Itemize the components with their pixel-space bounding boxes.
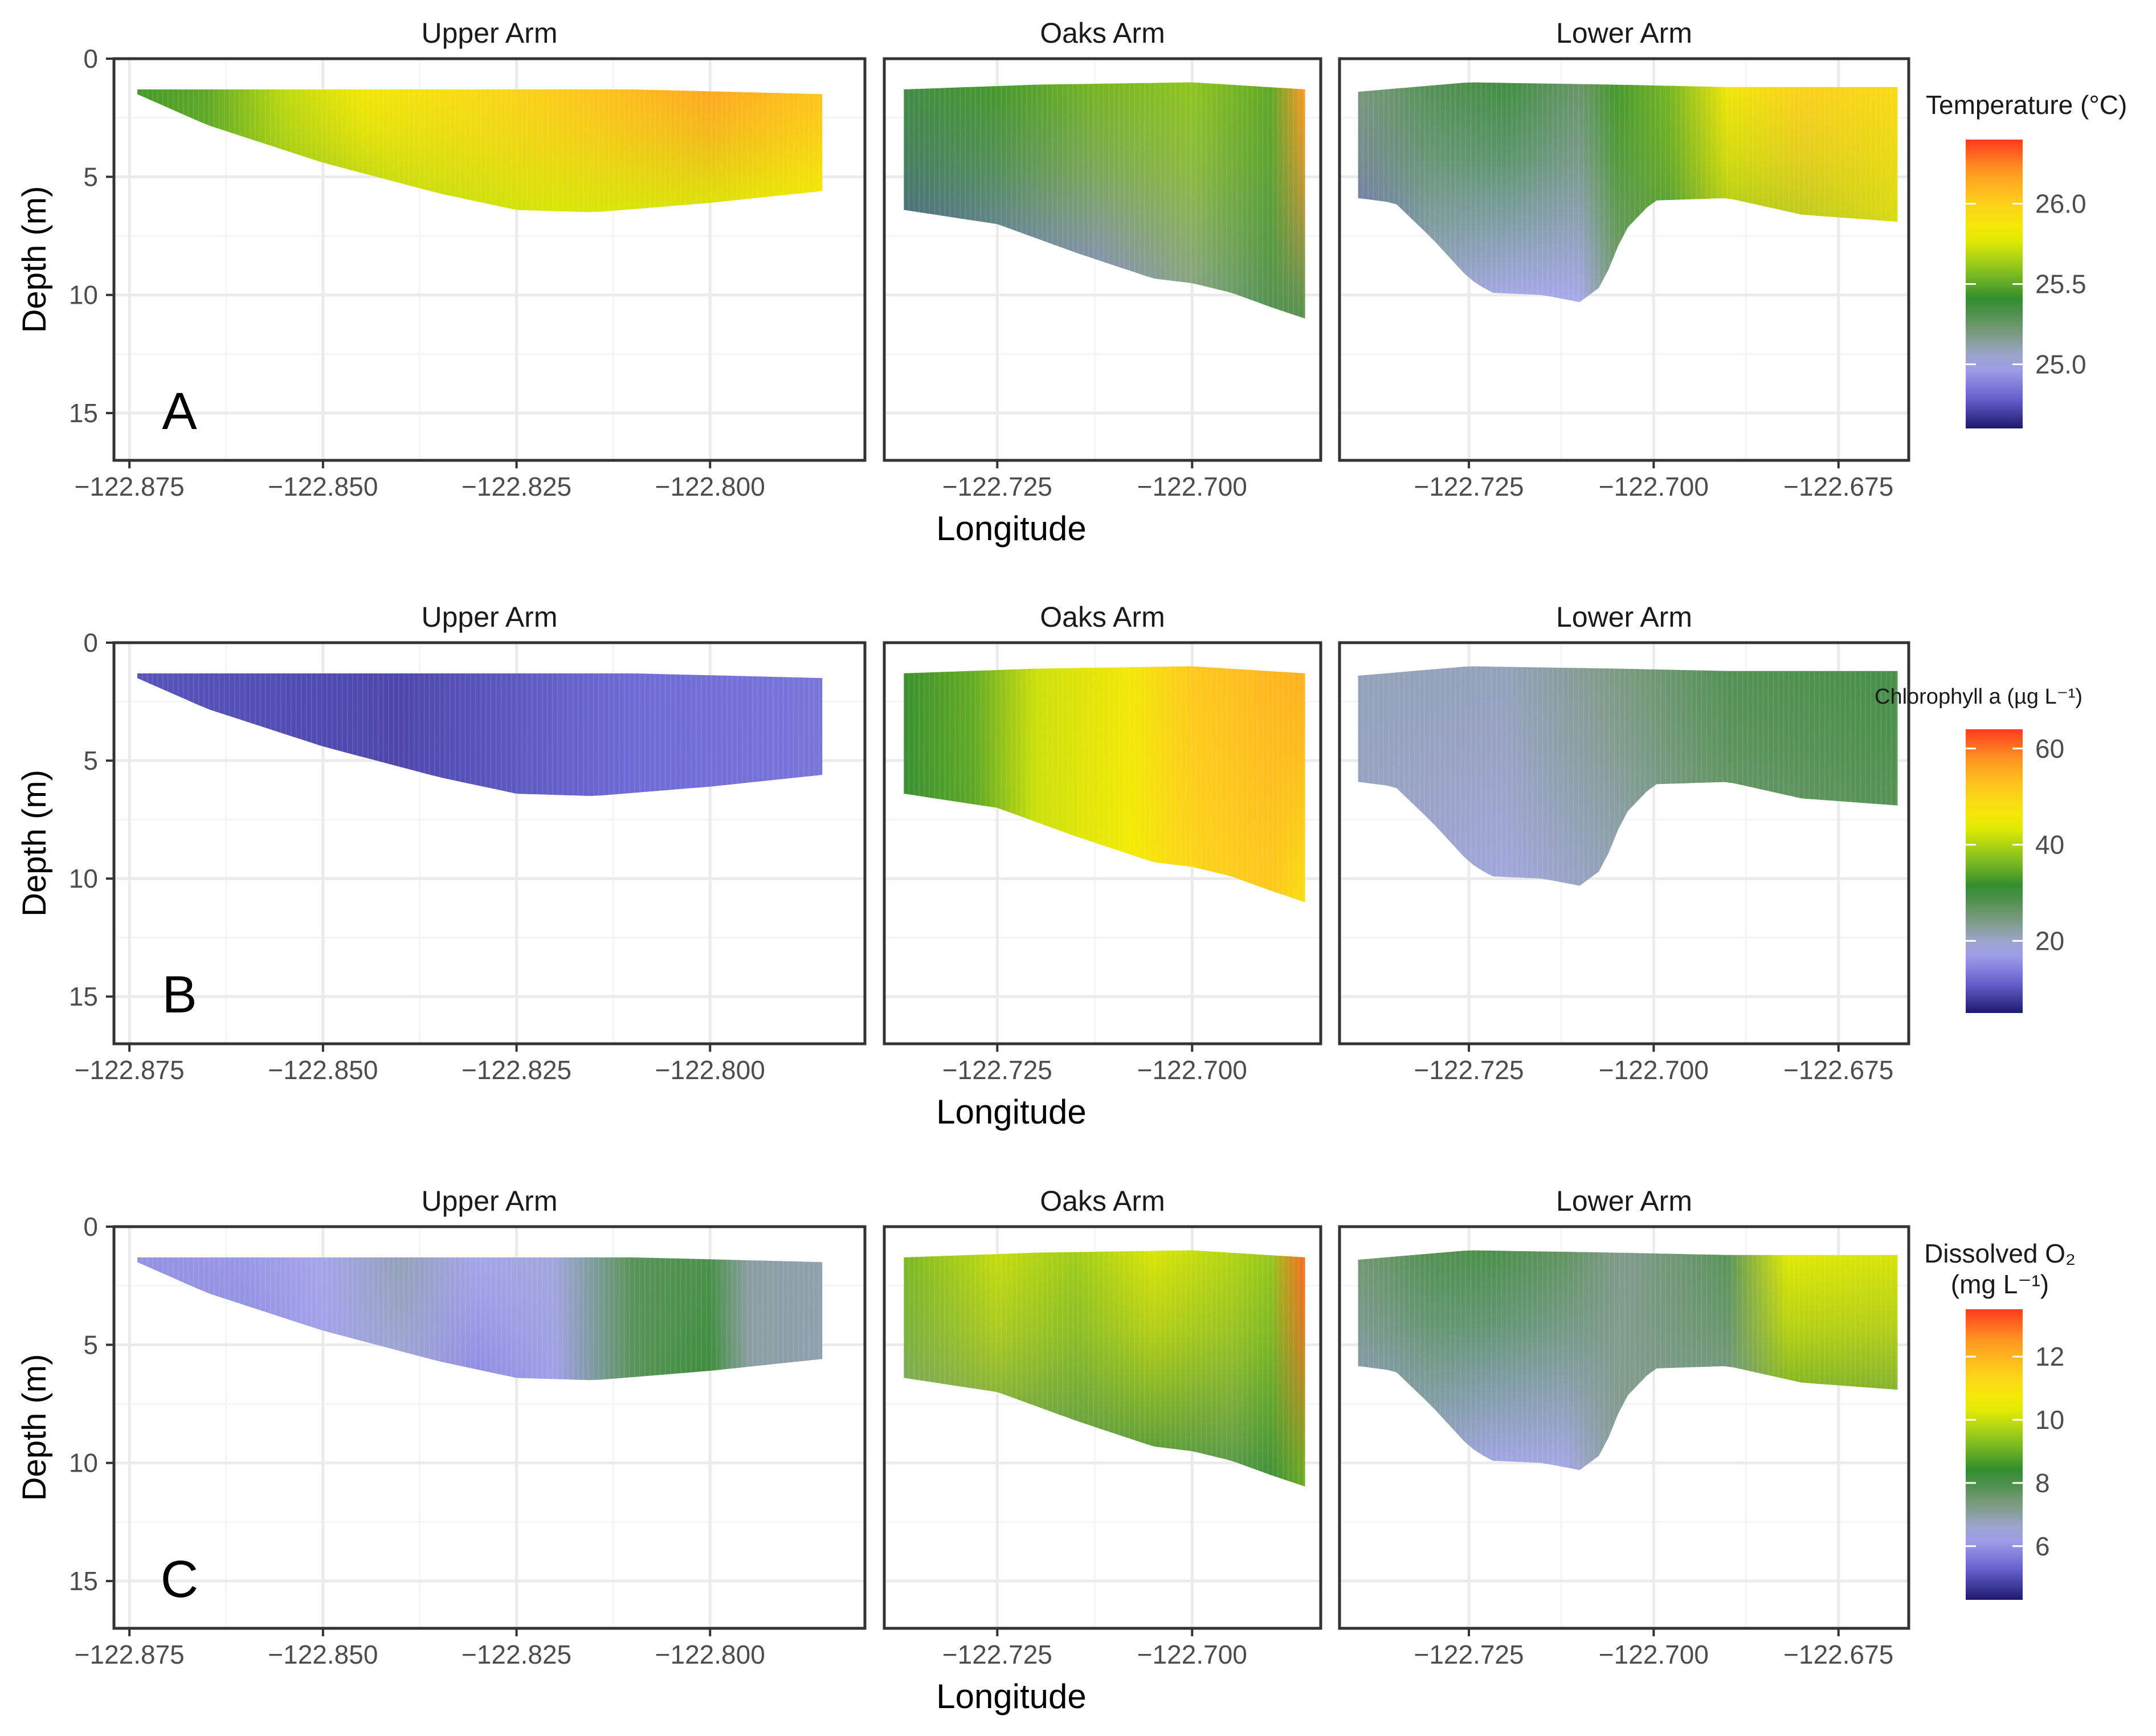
- facet-title: Lower Arm: [1556, 17, 1692, 49]
- x-tick-label: −122.725: [1414, 472, 1524, 501]
- x-tick-label: −122.875: [75, 472, 185, 501]
- y-tick-label: 10: [69, 864, 98, 893]
- x-axis-title: Longitude: [936, 1677, 1087, 1715]
- panel-border: [883, 1225, 1322, 1630]
- y-tick-label: 0: [83, 44, 98, 73]
- x-tick-label: −122.700: [1599, 1055, 1709, 1085]
- x-tick-label: −122.675: [1783, 1640, 1893, 1669]
- colorbar-tick-label: 25.5: [2035, 269, 2086, 299]
- facet-upper-arm: Upper Arm −122.875 −122.850 −122.825 −122.80…: [69, 601, 867, 1085]
- legend: Dissolved O₂(mg L⁻¹) 6 8 10 12: [1924, 1239, 2076, 1600]
- facet-title: Upper Arm: [422, 1185, 558, 1217]
- panel-border: [883, 641, 1322, 1045]
- x-tick-label: −122.850: [268, 1640, 378, 1669]
- y-tick-label: 5: [83, 746, 98, 775]
- y-tick-label: 0: [83, 1212, 98, 1241]
- facet-title: Lower Arm: [1556, 601, 1692, 633]
- facet-title: Upper Arm: [422, 17, 558, 49]
- x-tick-label: −122.700: [1599, 1640, 1709, 1669]
- x-axis-title: Longitude: [936, 1093, 1087, 1131]
- x-tick-label: −122.825: [462, 1055, 571, 1085]
- x-tick-label: −122.875: [75, 1055, 185, 1085]
- colorbar: [1966, 729, 2023, 1013]
- legend: Chlorophyll a (µg L⁻¹) 20 40 60: [1875, 685, 2082, 1013]
- facet-title: Oaks Arm: [1040, 1185, 1165, 1217]
- panel-border: [1338, 57, 1910, 462]
- x-tick-label: −122.725: [942, 472, 1052, 501]
- legend-title: Chlorophyll a (µg L⁻¹): [1875, 685, 2082, 709]
- panel-label: A: [162, 382, 197, 440]
- y-tick-label: 5: [83, 1330, 98, 1359]
- panel-border: [112, 57, 867, 462]
- facet-title: Oaks Arm: [1040, 17, 1165, 49]
- facet-upper-arm: Upper Arm −122.875 −122.850 −122.825 −122.80…: [69, 1185, 867, 1669]
- colorbar-tick-label: 26.0: [2035, 189, 2086, 219]
- row-b: Upper Arm −122.875 −122.850 −122.825 −122.80…: [16, 601, 2082, 1131]
- panel-border: [1338, 641, 1910, 1045]
- panel-border: [112, 1225, 867, 1630]
- facet-title: Upper Arm: [422, 601, 558, 633]
- y-tick-label: 15: [69, 398, 98, 428]
- x-tick-label: −122.850: [268, 472, 378, 501]
- x-tick-label: −122.825: [462, 472, 571, 501]
- y-tick-label: 0: [83, 628, 98, 657]
- facet-oaks-arm: Oaks Arm −122.725 −122.700: [883, 601, 1322, 1085]
- x-axis-title: Longitude: [936, 509, 1087, 548]
- panel-border: [883, 57, 1322, 462]
- y-axis-title: Depth (m): [16, 1354, 53, 1501]
- x-tick-label: −122.700: [1137, 472, 1247, 501]
- panel-label: B: [162, 966, 197, 1024]
- colorbar-tick-label: 10: [2035, 1405, 2064, 1435]
- colorbar-tick-label: 25.0: [2035, 349, 2086, 379]
- row-c: Upper Arm −122.875 −122.850 −122.825 −122.80…: [16, 1185, 2076, 1715]
- x-tick-label: −122.675: [1783, 472, 1893, 501]
- colorbar-tick-label: 60: [2035, 734, 2064, 763]
- facet-lower-arm: Lower Arm −122.725 −122.700 −122.675: [1338, 17, 1910, 501]
- facet-title: Oaks Arm: [1040, 601, 1165, 633]
- facet-lower-arm: Lower Arm −122.725 −122.700 −122.675: [1338, 1185, 1910, 1669]
- facet-oaks-arm: Oaks Arm −122.725 −122.700: [883, 1185, 1322, 1669]
- facet-title: Lower Arm: [1556, 1185, 1692, 1217]
- x-tick-label: −122.725: [1414, 1640, 1524, 1669]
- panel-border: [1338, 1225, 1910, 1630]
- y-tick-label: 10: [69, 1448, 98, 1478]
- x-tick-label: −122.700: [1137, 1055, 1247, 1085]
- x-tick-label: −122.800: [655, 472, 765, 501]
- y-tick-label: 15: [69, 1566, 98, 1596]
- colorbar-tick-label: 12: [2035, 1342, 2064, 1371]
- x-tick-label: −122.700: [1599, 472, 1709, 501]
- x-tick-label: −122.725: [942, 1055, 1052, 1085]
- legend-title: Temperature (°C): [1926, 90, 2127, 120]
- y-tick-label: 5: [83, 162, 98, 191]
- x-tick-label: −122.825: [462, 1640, 571, 1669]
- colorbar-tick-label: 6: [2035, 1531, 2050, 1561]
- legend-title: Dissolved O₂: [1924, 1239, 2076, 1268]
- y-axis-title: Depth (m): [16, 186, 53, 333]
- facet-oaks-arm: Oaks Arm −122.725 −122.700: [883, 17, 1322, 501]
- legend: Temperature (°C) 25.0 25.5 26.0: [1926, 90, 2127, 428]
- row-a: Upper Arm −122.875 −122.850 −122.825 −122.80…: [16, 17, 2127, 548]
- x-tick-label: −122.875: [75, 1640, 185, 1669]
- colorbar: [1966, 1309, 2023, 1600]
- x-tick-label: −122.850: [268, 1055, 378, 1085]
- x-tick-label: −122.725: [942, 1640, 1052, 1669]
- colorbar-tick-label: 40: [2035, 830, 2064, 860]
- panel-border: [112, 641, 867, 1045]
- y-tick-label: 15: [69, 982, 98, 1011]
- facet-upper-arm: Upper Arm −122.875 −122.850 −122.825 −122.80…: [69, 17, 867, 501]
- colorbar-tick-label: 8: [2035, 1468, 2050, 1498]
- x-tick-label: −122.725: [1414, 1055, 1524, 1085]
- legend-title-units: (mg L⁻¹): [1951, 1269, 2049, 1299]
- panel-label: C: [161, 1550, 198, 1608]
- y-axis-title: Depth (m): [16, 770, 53, 917]
- colorbar-tick-label: 20: [2035, 926, 2064, 955]
- facet-lower-arm: Lower Arm −122.725 −122.700 −122.675: [1338, 601, 1910, 1085]
- x-tick-label: −122.800: [655, 1055, 765, 1085]
- x-tick-label: −122.675: [1783, 1055, 1893, 1085]
- x-tick-label: −122.800: [655, 1640, 765, 1669]
- x-tick-label: −122.700: [1137, 1640, 1247, 1669]
- figure-root: Upper Arm −122.875 −122.850 −122.825 −122.80…: [16, 17, 2127, 1715]
- y-tick-label: 10: [69, 280, 98, 310]
